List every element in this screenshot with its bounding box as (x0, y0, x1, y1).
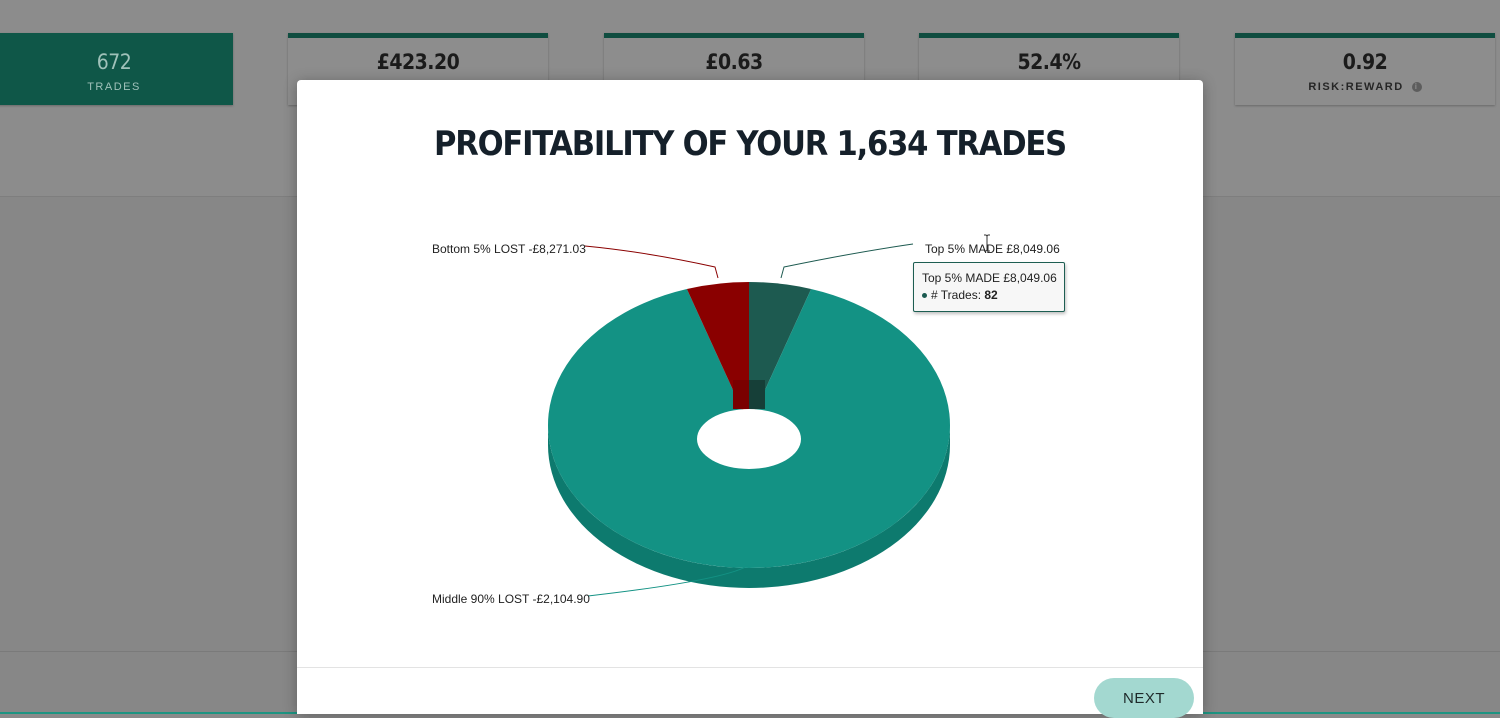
tooltip-title: Top 5% MADE £8,049.06 (922, 271, 1057, 285)
modal-footer-divider (297, 667, 1203, 668)
stat-label: RISK:REWARD (1308, 81, 1404, 93)
stat-value: 672 (96, 50, 132, 74)
top-slice-leader (780, 243, 914, 279)
stat-value: 0.92 (1342, 50, 1388, 74)
text-cursor-icon (984, 234, 990, 252)
tooltip-value: 82 (984, 288, 998, 302)
next-button[interactable]: NEXT (1094, 678, 1194, 718)
slice-tooltip: Top 5% MADE £8,049.06 # Trades: 82 (913, 262, 1065, 312)
bottom-slice-label: Bottom 5% LOST -£8,271.03 (432, 242, 586, 256)
profitability-modal: PROFITABILITY OF YOUR 1,634 TRADES Botto… (297, 80, 1203, 718)
stat-value: £0.63 (705, 50, 763, 74)
bottom-slice-wall (733, 380, 749, 409)
top-slice-wall (749, 380, 765, 409)
info-icon[interactable]: i (1411, 82, 1422, 93)
stat-label: TRADES (87, 81, 141, 93)
top-slice-label: Top 5% MADE £8,049.06 (925, 242, 1060, 256)
tooltip-series-label: # Trades: (931, 288, 982, 302)
stat-card-risk-reward[interactable]: 0.92 RISK:REWARD i (1235, 33, 1495, 105)
donut-hole (697, 409, 801, 469)
bottom-slice-leader (584, 245, 719, 279)
series-dot-icon (922, 293, 927, 299)
middle-slice-label: Middle 90% LOST -£2,104.90 (432, 592, 590, 606)
middle-slice-leader (587, 564, 750, 597)
stat-value: £423.20 (376, 50, 460, 74)
modal-title: PROFITABILITY OF YOUR 1,634 TRADES (434, 124, 1067, 164)
stat-value: 52.4% (1017, 50, 1081, 74)
donut-chart: Bottom 5% LOST -£8,271.03 Top 5% MADE £8… (432, 242, 1060, 606)
stat-card-trades[interactable]: 672 TRADES (0, 33, 233, 105)
